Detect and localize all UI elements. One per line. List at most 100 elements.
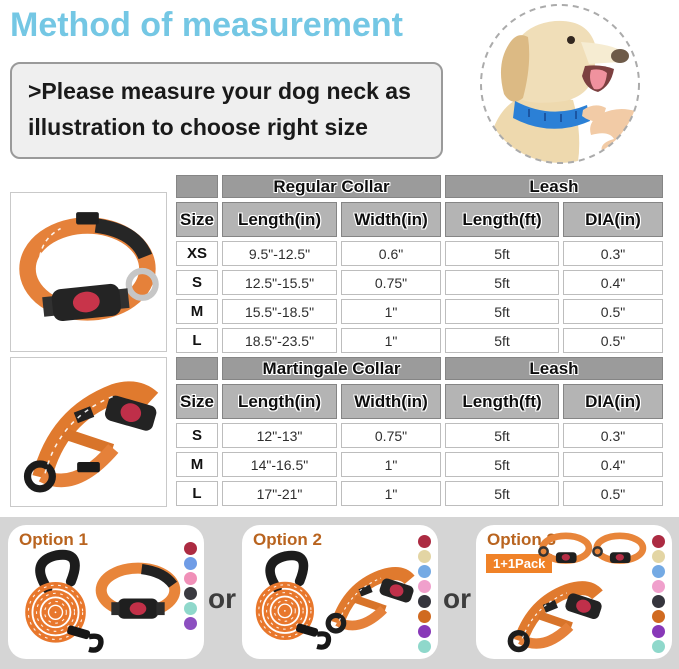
dog-neck-measurement-photo bbox=[477, 2, 645, 167]
leash-length-value: 5ft bbox=[445, 452, 559, 477]
color-swatch-black bbox=[184, 587, 197, 600]
width-value: 0.75" bbox=[341, 423, 441, 448]
option-card-2: Option 2 bbox=[242, 525, 438, 659]
color-swatch-purple bbox=[418, 625, 431, 638]
option-card-3: Option 3 1+1Pack bbox=[476, 525, 672, 659]
instruction-text: >Please measure your dog neck as illustr… bbox=[28, 78, 411, 140]
leash-length-value: 5ft bbox=[445, 423, 559, 448]
leash-length-value: 5ft bbox=[445, 299, 559, 324]
width-value: 1" bbox=[341, 328, 441, 353]
length-value: 14"-16.5" bbox=[222, 452, 337, 477]
column-header-size: Size bbox=[176, 202, 218, 237]
leash-length-value: 5ft bbox=[445, 328, 559, 353]
size-value: L bbox=[176, 481, 218, 506]
length-value: 17"-21" bbox=[222, 481, 337, 506]
width-value: 0.6" bbox=[341, 241, 441, 266]
length-value: 9.5"-12.5" bbox=[222, 241, 337, 266]
option-2-label: Option 2 bbox=[253, 530, 322, 549]
dia-value: 0.3" bbox=[563, 241, 663, 266]
color-swatch-blue bbox=[652, 565, 665, 578]
regular-collar-size-table: Regular Collar Leash Size Length(in) Wid… bbox=[172, 171, 667, 357]
color-swatch-purple bbox=[652, 625, 665, 638]
option-card-1: Option 1 bbox=[8, 525, 204, 659]
table-corner-cell bbox=[176, 357, 218, 380]
leash-length-value: 5ft bbox=[445, 241, 559, 266]
color-swatch-pink bbox=[184, 572, 197, 585]
length-value: 12.5"-15.5" bbox=[222, 270, 337, 295]
small-collar-image bbox=[590, 530, 648, 568]
color-swatches-option-1 bbox=[184, 542, 197, 630]
color-swatch-beige bbox=[652, 550, 665, 563]
column-header-length-ft: Length(ft) bbox=[445, 384, 559, 419]
table-row: M 15.5"-18.5" 1" 5ft 0.5" bbox=[176, 299, 663, 324]
instruction-box: >Please measure your dog neck as illustr… bbox=[10, 62, 443, 159]
regular-collar-image bbox=[92, 559, 184, 627]
group-header-martingale-collar: Martingale Collar bbox=[222, 357, 441, 380]
length-value: 18.5"-23.5" bbox=[222, 328, 337, 353]
size-value: L bbox=[176, 328, 218, 353]
color-swatch-orange bbox=[418, 610, 431, 623]
color-swatch-beige bbox=[418, 550, 431, 563]
martingale-collar-image bbox=[482, 567, 624, 655]
pack-badge: 1+1Pack bbox=[486, 554, 553, 573]
length-value: 15.5"-18.5" bbox=[222, 299, 337, 324]
color-swatch-dark-red bbox=[418, 535, 431, 548]
color-swatch-blue bbox=[184, 557, 197, 570]
group-header-leash: Leash bbox=[445, 357, 663, 380]
column-header-width-in: Width(in) bbox=[341, 384, 441, 419]
dia-value: 0.5" bbox=[563, 328, 663, 353]
color-swatch-purple bbox=[184, 617, 197, 630]
color-swatches-option-2 bbox=[418, 535, 431, 653]
color-swatch-black bbox=[418, 595, 431, 608]
column-header-size: Size bbox=[176, 384, 218, 419]
table-row: S 12.5"-15.5" 0.75" 5ft 0.4" bbox=[176, 270, 663, 295]
dia-value: 0.5" bbox=[563, 299, 663, 324]
column-header-length-in: Length(in) bbox=[222, 202, 337, 237]
martingale-collar-size-table: Martingale Collar Leash Size Length(in) … bbox=[172, 353, 667, 510]
size-value: XS bbox=[176, 241, 218, 266]
size-value: S bbox=[176, 423, 218, 448]
color-swatch-dark-red bbox=[652, 535, 665, 548]
small-collar-image bbox=[536, 530, 594, 568]
column-header-dia-in: DIA(in) bbox=[563, 384, 663, 419]
size-value: S bbox=[176, 270, 218, 295]
leash-length-value: 5ft bbox=[445, 270, 559, 295]
group-header-regular-collar: Regular Collar bbox=[222, 175, 441, 198]
table-corner-cell bbox=[176, 175, 218, 198]
option-3-label: Option 3 bbox=[487, 530, 556, 549]
column-header-length-in: Length(in) bbox=[222, 384, 337, 419]
martingale-collar-image bbox=[316, 551, 420, 639]
group-header-leash: Leash bbox=[445, 175, 663, 198]
dia-value: 0.5" bbox=[563, 481, 663, 506]
size-value: M bbox=[176, 299, 218, 324]
color-swatch-pink bbox=[418, 580, 431, 593]
purchase-options-strip: Option 1 or Option 2 or Option 3 1+1Pack bbox=[0, 517, 679, 669]
color-swatch-black bbox=[652, 595, 665, 608]
color-swatch-aqua bbox=[652, 640, 665, 653]
page-title: Method of measurement bbox=[10, 6, 403, 44]
martingale-collar-photo bbox=[10, 357, 167, 507]
color-swatch-orange bbox=[652, 610, 665, 623]
option-1-label: Option 1 bbox=[19, 530, 88, 549]
color-swatch-aqua bbox=[184, 602, 197, 615]
column-header-width-in: Width(in) bbox=[341, 202, 441, 237]
table-row: M 14"-16.5" 1" 5ft 0.4" bbox=[176, 452, 663, 477]
table-row: L 17"-21" 1" 5ft 0.5" bbox=[176, 481, 663, 506]
size-value: M bbox=[176, 452, 218, 477]
dia-value: 0.3" bbox=[563, 423, 663, 448]
or-separator: or bbox=[208, 583, 236, 614]
table-row: XS 9.5"-12.5" 0.6" 5ft 0.3" bbox=[176, 241, 663, 266]
color-swatch-aqua bbox=[418, 640, 431, 653]
dia-value: 0.4" bbox=[563, 270, 663, 295]
width-value: 1" bbox=[341, 299, 441, 324]
leash-length-value: 5ft bbox=[445, 481, 559, 506]
or-separator: or bbox=[443, 583, 471, 614]
width-value: 0.75" bbox=[341, 270, 441, 295]
color-swatch-pink bbox=[652, 580, 665, 593]
dia-value: 0.4" bbox=[563, 452, 663, 477]
regular-collar-photo bbox=[10, 192, 167, 352]
color-swatch-dark-red bbox=[184, 542, 197, 555]
color-swatch-blue bbox=[418, 565, 431, 578]
column-header-length-ft: Length(ft) bbox=[445, 202, 559, 237]
